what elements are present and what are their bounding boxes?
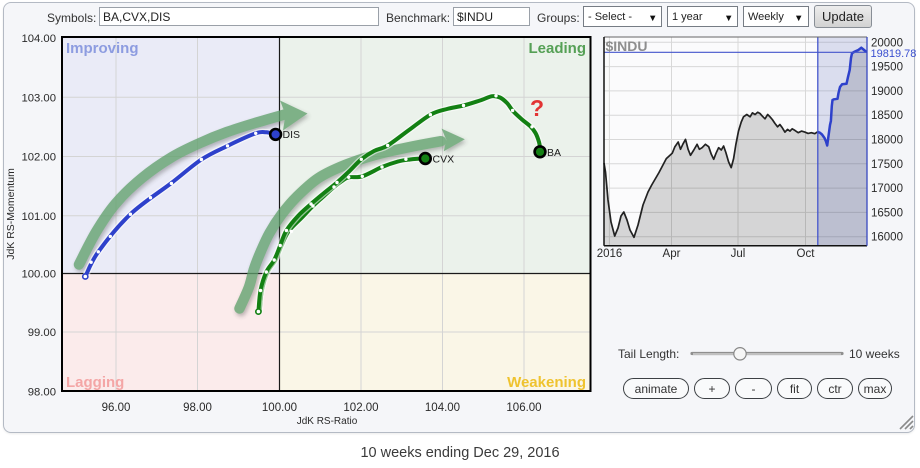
svg-text:99.00: 99.00 — [28, 327, 56, 339]
svg-text:18000: 18000 — [871, 135, 903, 147]
svg-text:16500: 16500 — [871, 207, 903, 219]
svg-text:104.00: 104.00 — [21, 33, 56, 45]
svg-text:Lagging: Lagging — [66, 374, 124, 391]
svg-text:102.00: 102.00 — [343, 402, 378, 414]
svg-text:16000: 16000 — [871, 232, 903, 244]
svg-text:98.00: 98.00 — [28, 386, 56, 398]
svg-text:104.00: 104.00 — [425, 402, 460, 414]
svg-text:Oct: Oct — [797, 248, 816, 260]
svg-text:102.00: 102.00 — [21, 152, 56, 164]
svg-text:18500: 18500 — [871, 110, 903, 122]
svg-text:100.00: 100.00 — [21, 269, 56, 281]
svg-text:DIS: DIS — [283, 129, 301, 141]
svg-text:BA: BA — [547, 147, 561, 159]
svg-text:19000: 19000 — [871, 86, 903, 98]
svg-text:96.00: 96.00 — [102, 402, 131, 414]
svg-text:Weakening: Weakening — [507, 374, 586, 391]
svg-text:17000: 17000 — [871, 183, 903, 195]
svg-text:CVX: CVX — [433, 153, 455, 165]
svg-text:19819.78: 19819.78 — [871, 48, 917, 60]
svg-text:103.00: 103.00 — [21, 92, 56, 104]
svg-text:Apr: Apr — [663, 248, 681, 260]
svg-text:2016: 2016 — [597, 248, 623, 260]
svg-text:17500: 17500 — [871, 159, 903, 171]
svg-text:Improving: Improving — [66, 40, 139, 57]
svg-text:JdK RS-Momentum: JdK RS-Momentum — [5, 168, 17, 260]
svg-text:Leading: Leading — [528, 40, 586, 57]
svg-text:?: ? — [530, 95, 544, 121]
svg-text:98.00: 98.00 — [183, 402, 212, 414]
svg-text:19500: 19500 — [871, 62, 903, 74]
svg-text:101.00: 101.00 — [21, 211, 56, 223]
svg-text:106.00: 106.00 — [506, 402, 541, 414]
svg-text:20000: 20000 — [871, 37, 903, 49]
svg-text:Jul: Jul — [731, 248, 746, 260]
svg-text:JdK RS-Ratio: JdK RS-Ratio — [297, 416, 358, 427]
svg-text:$INDU: $INDU — [606, 38, 648, 54]
svg-text:100.00: 100.00 — [262, 402, 297, 414]
